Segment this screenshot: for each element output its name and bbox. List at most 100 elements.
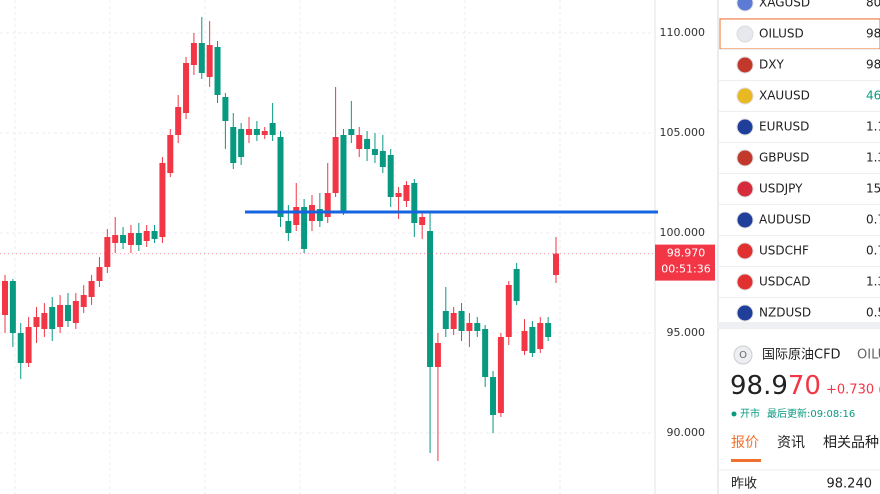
symbol-name[interactable]: USDJPY [759, 182, 803, 196]
symbol-icon [736, 0, 754, 12]
candle-body [395, 193, 402, 197]
symbol-name[interactable]: DXY [759, 58, 784, 72]
candle-body [285, 221, 292, 233]
candle-body [419, 217, 426, 225]
candle-body [17, 333, 24, 363]
symbol-name[interactable]: XAGUSD [759, 0, 810, 10]
candle-body [466, 323, 473, 331]
symbol-price: 1.3 [866, 151, 880, 165]
last-update: 最后更新:09:08:16 [767, 407, 855, 420]
candle-body [33, 317, 40, 327]
candle-body [277, 137, 284, 217]
candle-body [238, 129, 245, 157]
symbol-name[interactable]: EURUSD [759, 120, 809, 134]
watchlist: XAGUSD 80 OILUSD 98 DXY 98 XAUUSD 469 EURUSD 1.1 G… [718, 0, 880, 329]
candle-body [9, 281, 16, 333]
y-tick-label: 110.000 [660, 26, 706, 39]
candle-body [2, 281, 8, 315]
candle-body [261, 131, 268, 135]
symbol-name[interactable]: XAUUSD [759, 89, 810, 103]
tab[interactable]: 资讯 [777, 435, 805, 451]
candle-body [434, 343, 441, 367]
tab[interactable]: 相关品种 [823, 435, 879, 451]
price-change: +0.730 ( [826, 383, 880, 398]
candle-body [25, 327, 32, 363]
candle-body [41, 313, 48, 329]
candle-body [482, 329, 489, 377]
price-main: 98.9 [730, 371, 788, 401]
candle-body [332, 137, 339, 193]
symbol-code: OILU [857, 348, 880, 363]
candle-body [521, 331, 528, 351]
market-status: 开市 [740, 407, 760, 420]
detail-panel: O 国际原油CFD OILU 98.970 +0.730 ( 开市 最后更新:0… [718, 345, 880, 492]
candle-body [497, 337, 504, 413]
chart: 90.000 95.000 100.000 105.000 110.000 98.970 0… [0, 0, 715, 494]
symbol-name[interactable]: AUDUSD [759, 213, 811, 227]
candle-body [340, 135, 347, 211]
section-divider [718, 322, 880, 328]
price-tag-label: 98.970 [667, 247, 706, 260]
symbol-price: 0.5 [866, 306, 880, 320]
candle-body [151, 231, 158, 239]
symbol-price: 469 [866, 89, 880, 103]
candle-body [450, 313, 457, 329]
candle-body [246, 129, 253, 135]
candle-body [112, 235, 119, 243]
symbol-icon [736, 25, 754, 43]
tab-underline [731, 459, 761, 462]
symbol-name[interactable]: USDCHF [759, 244, 809, 258]
symbol-price: 0.7 [866, 244, 880, 258]
candle-body [222, 97, 229, 121]
candle-body [513, 269, 520, 301]
candle-body [442, 311, 449, 329]
price-tail: 70 [788, 371, 821, 401]
icon-glyph: O [739, 350, 747, 361]
symbol-price: 156 [866, 182, 880, 196]
symbol-icon [736, 242, 754, 260]
candle-body [120, 235, 127, 243]
prev-close-label: 昨收 [731, 477, 757, 492]
countdown: 00:51:36 [661, 263, 710, 276]
symbol-icon [736, 56, 754, 74]
candle-body [427, 231, 434, 367]
symbol-name[interactable]: NZDUSD [759, 306, 811, 320]
candle-body [411, 183, 418, 223]
candle-body [348, 129, 355, 135]
candle-body [379, 151, 386, 167]
candle-body [175, 107, 182, 135]
symbol-name[interactable]: USDCAD [759, 275, 810, 289]
symbol-icon [736, 118, 754, 136]
symbol-name[interactable]: GBPUSD [759, 151, 809, 165]
candle-body [269, 123, 276, 135]
candle-body [183, 63, 190, 113]
status-dot [731, 411, 737, 417]
tab[interactable]: 报价 [731, 435, 759, 451]
y-tick-label: 95.000 [667, 326, 706, 339]
candle-body [206, 45, 213, 77]
candle-body [537, 323, 544, 349]
candle-body [253, 129, 260, 135]
candle-body [505, 285, 512, 337]
candle-body [529, 327, 536, 353]
candle-body [80, 295, 87, 307]
symbol-price: 1.3 [866, 275, 880, 289]
candle-body [190, 43, 197, 65]
candle-body [167, 135, 174, 173]
candle-body [49, 307, 56, 329]
candle-body [371, 149, 378, 155]
candle-body [57, 305, 64, 327]
symbol-icon [736, 273, 754, 291]
candle-body [387, 155, 394, 197]
candle-body [104, 237, 111, 267]
y-tick-label: 105.000 [660, 126, 706, 139]
symbol-name[interactable]: OILUSD [759, 27, 804, 41]
candle-body [316, 209, 323, 221]
candle-body [143, 231, 150, 241]
last-price: 98.970 [730, 371, 821, 401]
candle-body [545, 323, 552, 337]
candle-body [458, 311, 465, 331]
prev-close-value: 98.240 [827, 477, 873, 492]
symbol-icon [733, 345, 753, 365]
symbol-icon [736, 87, 754, 105]
